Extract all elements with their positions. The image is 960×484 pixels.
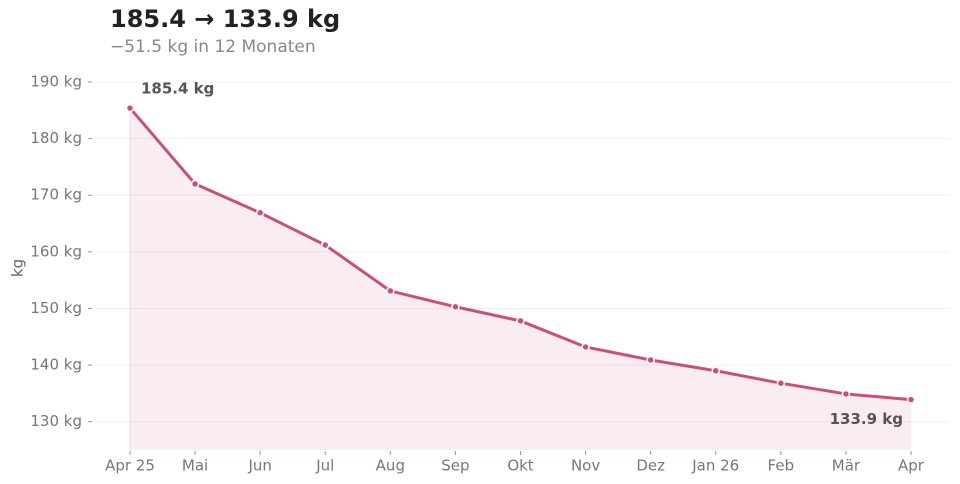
point <box>646 355 655 365</box>
chart-subtitle: −51.5 kg in 12 Monaten <box>110 37 316 57</box>
x-tick-label: Okt <box>507 457 533 475</box>
point <box>906 395 916 404</box>
y-tick-label: 170 kg <box>30 186 82 204</box>
point <box>581 342 590 352</box>
x-tick-label: Aug <box>376 457 405 475</box>
y-tick-label: 150 kg <box>30 299 82 317</box>
data-label: 133.9 kg <box>830 410 903 428</box>
x-tick-label: Mai <box>182 457 208 475</box>
point <box>255 208 265 218</box>
x-tick-label: Mär <box>832 457 861 475</box>
x-tick-label: Apr <box>898 457 925 475</box>
x-tick-label: Nov <box>571 457 600 475</box>
point <box>321 240 330 250</box>
x-tick-label: Jun <box>247 457 271 475</box>
point <box>190 179 200 189</box>
y-tick-label: 130 kg <box>30 412 82 430</box>
x-tick-label: Jul <box>315 457 334 475</box>
data-label: 185.4 kg <box>141 80 214 98</box>
point <box>125 103 135 113</box>
point <box>711 366 720 375</box>
y-tick-label: 180 kg <box>30 129 82 147</box>
point <box>841 389 851 399</box>
x-tick-label: Feb <box>768 457 795 475</box>
x-tick-label: Sep <box>441 457 469 475</box>
area <box>130 108 911 451</box>
point <box>451 302 460 312</box>
x-tick-label: Jan 26 <box>691 457 739 475</box>
x-tick-label: Apr 25 <box>105 457 155 475</box>
y-tick-label: 190 kg <box>30 73 82 91</box>
x-tick-label: Dez <box>636 457 665 475</box>
y-tick-label: 140 kg <box>30 356 82 374</box>
point <box>776 378 786 388</box>
point <box>516 316 525 326</box>
y-tick-label: 160 kg <box>30 242 82 260</box>
point <box>386 286 395 296</box>
chart-title: 185.4 → 133.9 kg <box>110 5 340 33</box>
y-axis-label: kg <box>9 259 27 277</box>
